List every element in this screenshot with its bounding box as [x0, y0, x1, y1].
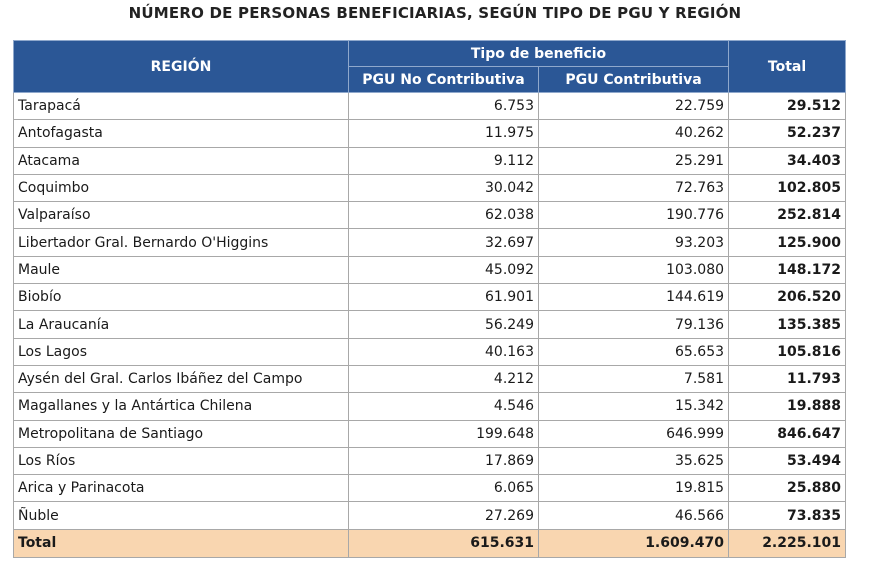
region-cell: Ñuble	[13, 501, 349, 530]
region-cell: Tarapacá	[13, 91, 349, 121]
header-total: Total	[728, 40, 847, 93]
no-contributiva-cell: 9.112	[348, 146, 539, 175]
no-contributiva-cell: 6.065	[348, 474, 539, 503]
region-cell: Biobío	[13, 283, 349, 312]
region-cell: Atacama	[13, 146, 349, 175]
total-cell: 11.793	[728, 364, 847, 394]
no-contributiva-cell: 30.042	[348, 173, 539, 203]
contributiva-cell: 103.080	[537, 255, 730, 285]
table-row: Libertador Gral. Bernardo O'Higgins 32.69…	[13, 228, 847, 257]
total-cell: 25.880	[728, 474, 847, 503]
contributiva-cell: 72.763	[537, 173, 730, 203]
no-contributiva-cell: 62.038	[348, 201, 539, 230]
table-title: NÚMERO DE PERSONAS BENEFICIARIAS, SEGÚN …	[128, 4, 742, 22]
region-cell: La Araucanía	[13, 310, 349, 339]
no-contributiva-cell: 45.092	[348, 255, 539, 285]
region-cell: Valparaíso	[13, 201, 349, 230]
no-contributiva-cell: 6.753	[348, 91, 539, 121]
contributiva-cell: 46.566	[537, 501, 730, 530]
total-cell: 29.512	[728, 91, 847, 121]
table-row: Valparaíso 62.038 190.776 252.814	[13, 201, 847, 230]
total-cell: 34.403	[728, 146, 847, 175]
total-cell: 148.172	[728, 255, 847, 285]
contributiva-cell: 22.759	[537, 91, 730, 121]
no-contributiva-cell: 56.249	[348, 310, 539, 339]
contributiva-cell: 40.262	[537, 119, 730, 148]
total-cell: 206.520	[728, 283, 847, 312]
region-cell: Maule	[13, 255, 349, 285]
region-cell: Magallanes y la Antártica Chilena	[13, 392, 349, 421]
header-contributiva: PGU Contributiva	[537, 66, 730, 93]
region-cell: Los Ríos	[13, 446, 349, 476]
no-contributiva-cell: 27.269	[348, 501, 539, 530]
table-row: Ñuble 27.269 46.566 73.835	[13, 501, 847, 530]
totals-no-contributiva: 615.631	[348, 528, 539, 558]
table-row: La Araucanía 56.249 79.136 135.385	[13, 310, 847, 339]
contributiva-cell: 25.291	[537, 146, 730, 175]
table-row: Metropolitana de Santiago 199.648 646.999 8…	[13, 419, 847, 448]
region-cell: Coquimbo	[13, 173, 349, 203]
no-contributiva-cell: 40.163	[348, 337, 539, 366]
contributiva-cell: 35.625	[537, 446, 730, 476]
region-cell: Metropolitana de Santiago	[13, 419, 349, 448]
region-cell: Antofagasta	[13, 119, 349, 148]
table-row: Atacama 9.112 25.291 34.403	[13, 146, 847, 175]
totals-row: Total 615.631 1.609.470 2.225.101	[13, 528, 847, 558]
contributiva-cell: 190.776	[537, 201, 730, 230]
region-cell: Los Lagos	[13, 337, 349, 366]
total-cell: 252.814	[728, 201, 847, 230]
no-contributiva-cell: 17.869	[348, 446, 539, 476]
total-cell: 846.647	[728, 419, 847, 448]
table-row: Coquimbo 30.042 72.763 102.805	[13, 173, 847, 203]
contributiva-cell: 93.203	[537, 228, 730, 257]
contributiva-cell: 15.342	[537, 392, 730, 421]
contributiva-cell: 7.581	[537, 364, 730, 394]
contributiva-cell: 65.653	[537, 337, 730, 366]
header-region: REGIÓN	[13, 40, 349, 93]
header-no-contributiva: PGU No Contributiva	[348, 66, 539, 93]
no-contributiva-cell: 61.901	[348, 283, 539, 312]
total-cell: 105.816	[728, 337, 847, 366]
totals-label: Total	[13, 528, 349, 558]
totals-contributiva: 1.609.470	[537, 528, 730, 558]
no-contributiva-cell: 199.648	[348, 419, 539, 448]
beneficiaries-table: REGIÓN Tipo de beneficio Total PGU No Co…	[13, 40, 847, 558]
table-row: Los Ríos 17.869 35.625 53.494	[13, 446, 847, 476]
total-cell: 102.805	[728, 173, 847, 203]
table-row: Magallanes y la Antártica Chilena 4.546 15…	[13, 392, 847, 421]
table-row: Antofagasta 11.975 40.262 52.237	[13, 119, 847, 148]
total-cell: 135.385	[728, 310, 847, 339]
region-cell: Libertador Gral. Bernardo O'Higgins	[13, 228, 349, 257]
no-contributiva-cell: 11.975	[348, 119, 539, 148]
table-row: Aysén del Gral. Carlos Ibáñez del Campo 4…	[13, 364, 847, 394]
table-row: Arica y Parinacota 6.065 19.815 25.880	[13, 474, 847, 503]
no-contributiva-cell: 4.212	[348, 364, 539, 394]
no-contributiva-cell: 32.697	[348, 228, 539, 257]
table-row: Maule 45.092 103.080 148.172	[13, 255, 847, 285]
contributiva-cell: 19.815	[537, 474, 730, 503]
region-cell: Arica y Parinacota	[13, 474, 349, 503]
contributiva-cell: 144.619	[537, 283, 730, 312]
contributiva-cell: 79.136	[537, 310, 730, 339]
total-cell: 73.835	[728, 501, 847, 530]
table-row: Los Lagos 40.163 65.653 105.816	[13, 337, 847, 366]
total-cell: 52.237	[728, 119, 847, 148]
table-row: Tarapacá 6.753 22.759 29.512	[13, 91, 847, 121]
total-cell: 125.900	[728, 228, 847, 257]
table-row: Biobío 61.901 144.619 206.520	[13, 283, 847, 312]
header-benefit-type: Tipo de beneficio	[347, 40, 730, 67]
region-cell: Aysén del Gral. Carlos Ibáñez del Campo	[13, 364, 349, 394]
contributiva-cell: 646.999	[537, 419, 730, 448]
totals-total: 2.225.101	[728, 528, 847, 558]
total-cell: 53.494	[728, 446, 847, 476]
no-contributiva-cell: 4.546	[348, 392, 539, 421]
table-body: Tarapacá 6.753 22.759 29.512 Antofagasta 11.9…	[13, 91, 847, 558]
total-cell: 19.888	[728, 392, 847, 421]
